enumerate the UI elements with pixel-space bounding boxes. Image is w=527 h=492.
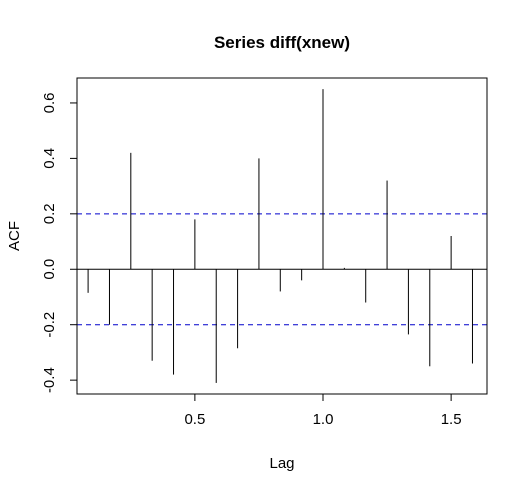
x-tick-label: 0.5	[184, 411, 205, 428]
y-axis-label: ACF	[6, 221, 23, 251]
x-axis: 0.5 1.0 1.5	[184, 394, 462, 428]
y-tick-label: 0.0	[41, 259, 58, 280]
plot-frame	[76, 77, 488, 395]
x-axis-label: Lag	[269, 455, 294, 472]
y-axis: -0.4 -0.2 0.0 0.2 0.4 0.6	[41, 93, 77, 393]
x-tick-label: 1.0	[313, 411, 334, 428]
y-tick-label: 0.4	[41, 148, 58, 169]
chart-title: Series diff(xnew)	[214, 33, 350, 52]
x-tick-label: 1.5	[441, 411, 462, 428]
y-tick-label: -0.4	[41, 367, 58, 393]
y-tick-label: -0.2	[41, 312, 58, 338]
y-tick-label: 0.2	[41, 203, 58, 224]
y-tick-label: 0.6	[41, 93, 58, 114]
plot-area	[77, 89, 487, 383]
